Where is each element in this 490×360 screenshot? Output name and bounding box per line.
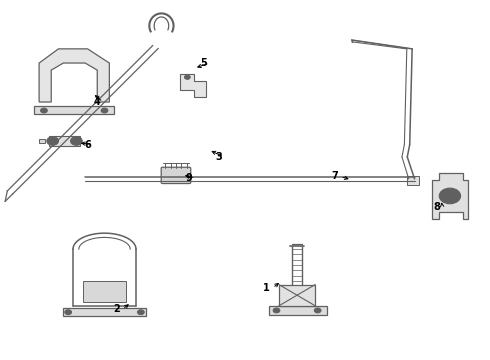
Text: 3: 3 [215, 152, 222, 162]
Text: 8: 8 [433, 202, 440, 212]
Polygon shape [63, 307, 146, 316]
Circle shape [184, 75, 190, 79]
Polygon shape [279, 284, 315, 306]
FancyBboxPatch shape [161, 167, 191, 184]
Circle shape [439, 188, 461, 204]
Polygon shape [49, 136, 80, 146]
Circle shape [65, 310, 72, 315]
Polygon shape [34, 105, 114, 114]
Circle shape [314, 308, 321, 313]
Polygon shape [407, 176, 419, 185]
Polygon shape [180, 74, 206, 97]
Polygon shape [269, 306, 327, 315]
Text: 7: 7 [331, 171, 338, 181]
Circle shape [273, 308, 280, 313]
Text: 6: 6 [84, 140, 91, 149]
Text: 1: 1 [264, 283, 270, 293]
Polygon shape [39, 49, 109, 102]
Polygon shape [83, 281, 126, 302]
Circle shape [71, 137, 82, 145]
Polygon shape [39, 139, 45, 144]
Text: 4: 4 [94, 97, 100, 107]
Circle shape [47, 137, 58, 145]
Circle shape [41, 108, 48, 113]
Circle shape [101, 108, 108, 113]
Text: 2: 2 [113, 304, 120, 314]
Circle shape [138, 310, 144, 315]
Text: 9: 9 [186, 173, 193, 183]
Text: 5: 5 [200, 58, 207, 68]
Polygon shape [432, 173, 468, 219]
